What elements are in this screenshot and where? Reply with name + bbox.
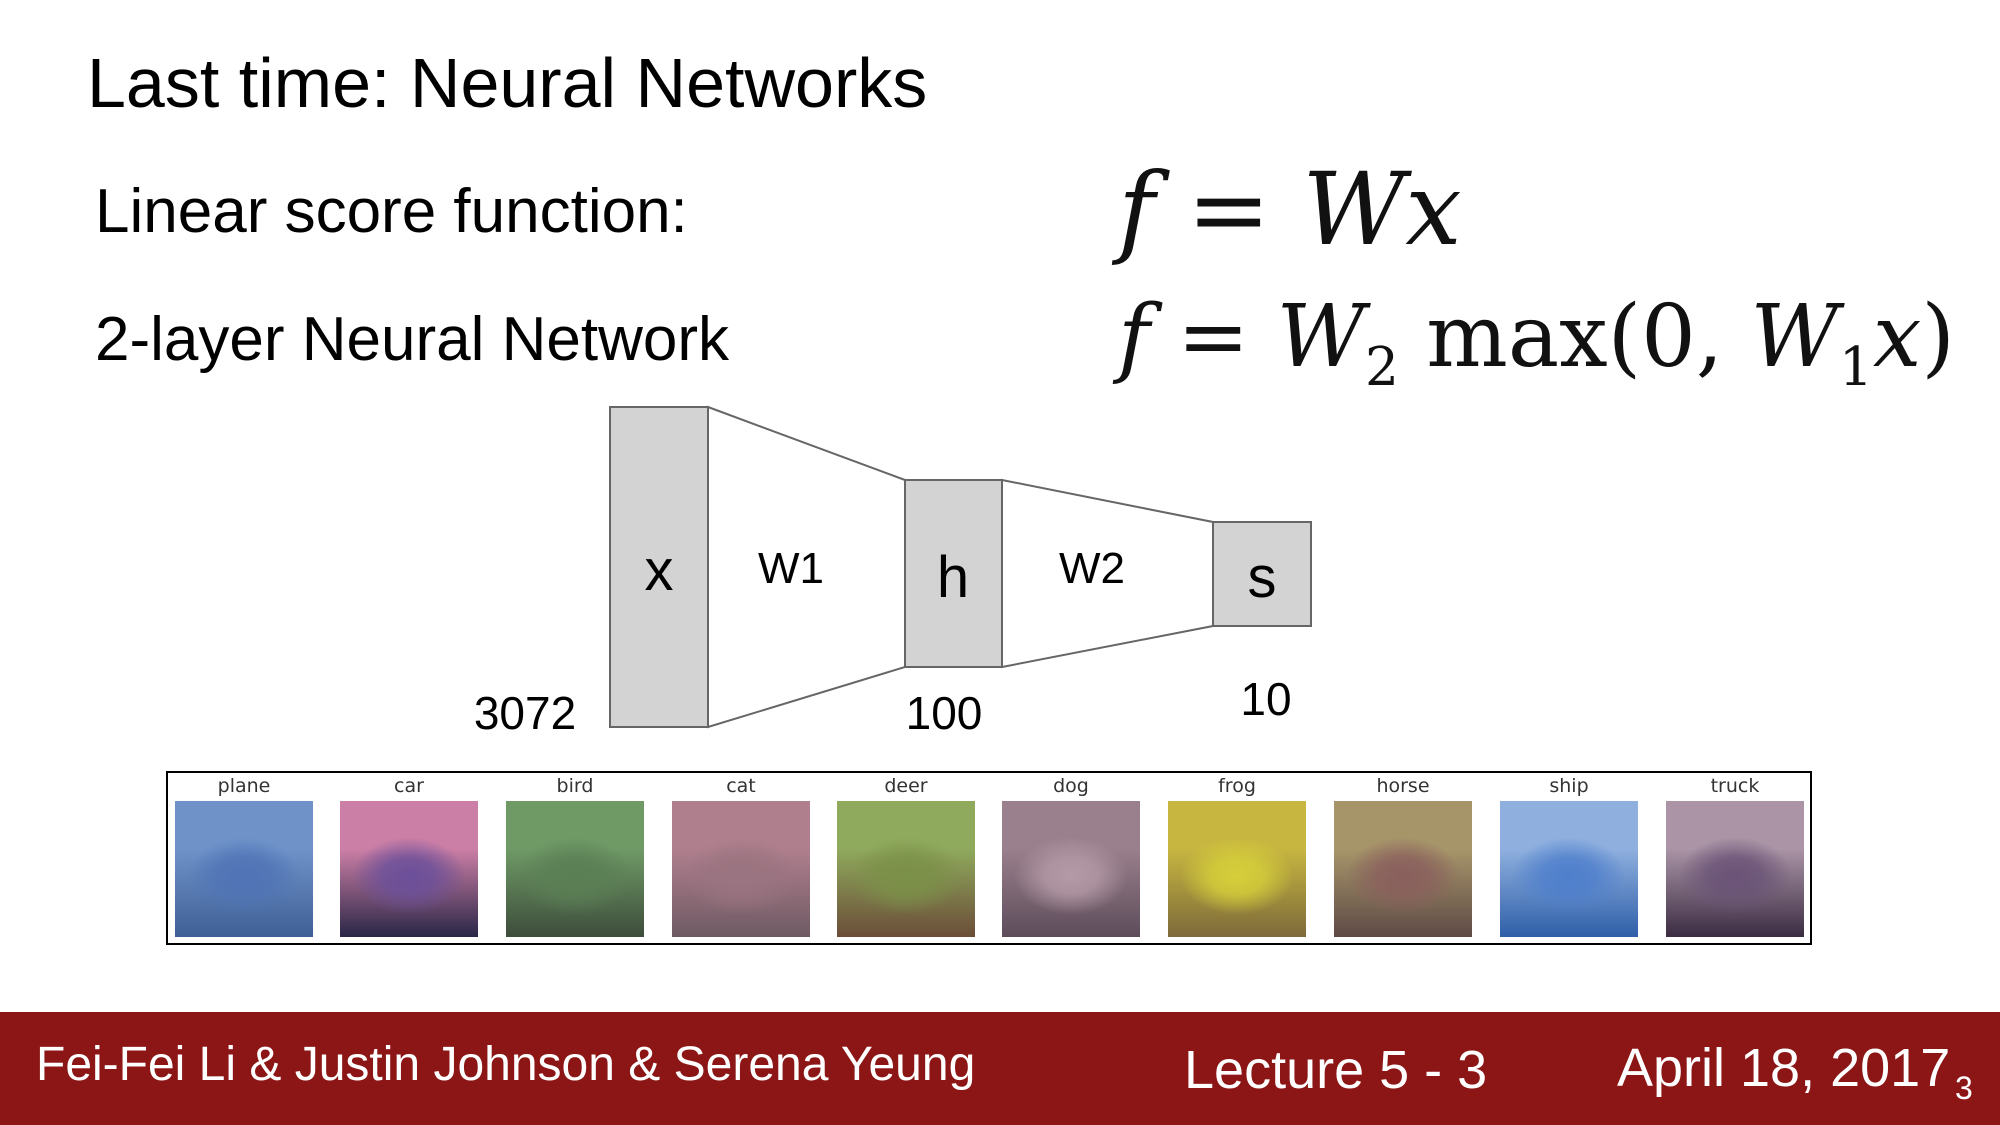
input-layer-symbol: x [645,538,674,603]
two-layer-formula: f = W2 max(0, W1x) [1118,287,1955,398]
template-image [1002,801,1140,937]
hidden-size-label: 100 [906,687,983,739]
template-image [672,801,810,937]
hidden-layer-symbol: h [937,545,969,610]
class-template: cat [672,773,810,943]
footer-page-number: 3 [1955,1070,1973,1106]
class-label: plane [217,775,271,797]
template-image [837,801,975,937]
class-label: frog [1218,775,1256,797]
template-image [1168,801,1306,937]
slide-title: Last time: Neural Networks [87,44,928,122]
w2-label: W2 [1059,544,1125,593]
template-image [340,801,478,937]
template-image [175,801,313,937]
footer-lecture: Lecture 5 - 3 [1184,1040,1488,1100]
footer-authors: Fei-Fei Li & Justin Johnson & Serena Yeu… [36,1038,976,1091]
class-label: cat [726,775,756,797]
score-layer-box [1212,521,1312,627]
hidden-layer-box [904,479,1003,668]
class-template: truck [1666,773,1804,943]
class-template: deer [837,773,975,943]
score-size-label: 10 [1240,673,1291,725]
footer-date: April 18, 2017 [1617,1038,1951,1098]
template-image [1666,801,1804,937]
linear-formula: f = Wx [1118,151,1462,268]
linear-score-label: Linear score function: [95,177,688,246]
score-layer-symbol: s [1248,545,1277,610]
two-layer-label: 2-layer Neural Network [95,305,729,374]
footer-bar: Fei-Fei Li & Justin Johnson & Serena Yeu… [0,1012,2000,1125]
w1-label: W1 [758,544,824,593]
class-label: horse [1376,775,1430,797]
class-label: car [394,775,424,797]
class-label: deer [884,775,928,797]
class-template: dog [1002,773,1140,943]
class-template: ship [1500,773,1638,943]
class-template: car [340,773,478,943]
class-label: truck [1710,775,1760,797]
class-template: frog [1168,773,1306,943]
class-label: bird [556,775,594,797]
class-label: dog [1053,775,1089,797]
class-template: bird [506,773,644,943]
class-template: plane [175,773,313,943]
network-diagram: x h s W1 W2 3072 100 10 [474,405,1312,739]
class-template: horse [1334,773,1472,943]
template-image [1334,801,1472,937]
template-image [506,801,644,937]
input-size-label: 3072 [474,687,576,739]
class-template-strip: plane car bird cat deer dog frog horse s… [166,771,1812,945]
template-image [1500,801,1638,937]
class-label: ship [1549,775,1589,797]
input-layer-box [609,406,709,728]
